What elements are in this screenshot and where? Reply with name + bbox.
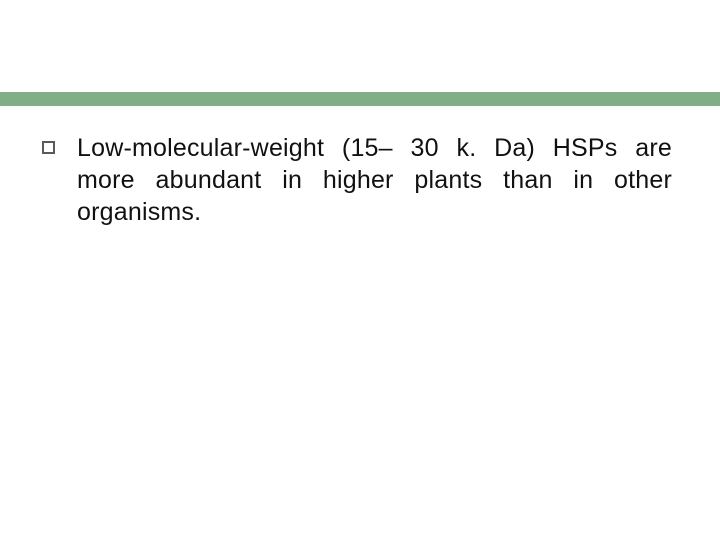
bullet-text: Low-molecular-weight (15– 30 k. Da) HSPs…	[77, 132, 672, 228]
square-bullet-icon	[42, 141, 55, 154]
header-band	[0, 92, 720, 106]
header-rule	[64, 92, 720, 106]
slide-body: Low-molecular-weight (15– 30 k. Da) HSPs…	[42, 132, 672, 228]
bullet-item: Low-molecular-weight (15– 30 k. Da) HSPs…	[42, 132, 672, 228]
header-accent-block	[0, 92, 64, 106]
